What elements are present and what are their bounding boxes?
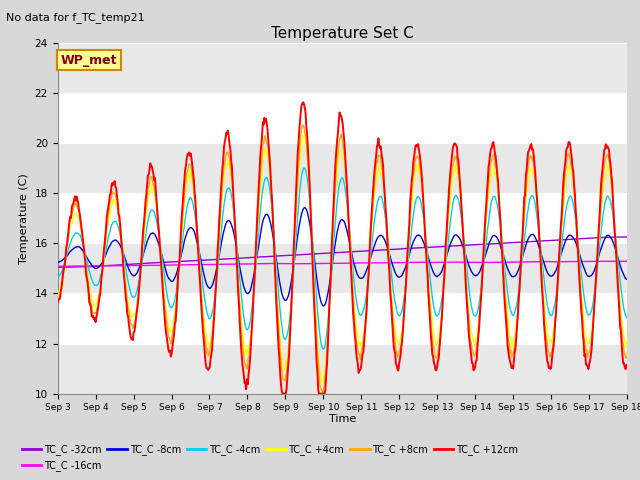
TC_C -8cm: [413, 232, 421, 238]
Bar: [58, 243, 627, 293]
TC_C -4cm: [623, 315, 631, 321]
TC_C -16cm: [54, 263, 61, 269]
TC_C +8cm: [64, 239, 72, 245]
X-axis label: Time: Time: [329, 414, 356, 424]
TC_C +8cm: [413, 153, 421, 159]
TC_C +12cm: [54, 300, 61, 306]
TC_C -32cm: [429, 244, 437, 250]
TC_C +4cm: [64, 239, 72, 244]
TC_C -4cm: [430, 304, 438, 310]
TC_C +4cm: [54, 291, 61, 297]
Line: TC_C -4cm: TC_C -4cm: [58, 168, 627, 349]
TC_C -8cm: [123, 260, 131, 266]
TC_C -32cm: [65, 264, 72, 270]
TC_C -32cm: [623, 234, 630, 240]
TC_C -32cm: [413, 245, 420, 251]
Text: No data for f_TC_temp21: No data for f_TC_temp21: [6, 12, 145, 23]
TC_C -32cm: [54, 264, 62, 270]
TC_C +8cm: [623, 351, 631, 357]
TC_C +4cm: [211, 301, 218, 307]
TC_C +12cm: [64, 233, 72, 239]
TC_C +8cm: [319, 391, 327, 396]
TC_C +8cm: [123, 293, 131, 299]
TC_C +12cm: [123, 300, 131, 306]
Bar: [58, 344, 627, 394]
TC_C +4cm: [318, 380, 326, 385]
TC_C -32cm: [54, 264, 61, 270]
TC_C -8cm: [430, 271, 438, 276]
Text: WP_met: WP_met: [60, 54, 117, 67]
Title: Temperature Set C: Temperature Set C: [271, 25, 414, 41]
TC_C +8cm: [300, 122, 307, 128]
TC_C +8cm: [180, 195, 188, 201]
TC_C +12cm: [211, 309, 218, 314]
Bar: [58, 43, 627, 93]
TC_C -8cm: [64, 252, 72, 258]
Line: TC_C -16cm: TC_C -16cm: [58, 261, 627, 266]
TC_C -8cm: [623, 276, 631, 282]
TC_C -16cm: [429, 260, 437, 265]
TC_C -32cm: [211, 257, 219, 263]
TC_C -16cm: [413, 259, 420, 265]
TC_C +12cm: [300, 99, 307, 105]
TC_C -8cm: [301, 205, 308, 211]
TC_C -4cm: [54, 273, 61, 279]
TC_C -8cm: [54, 260, 61, 265]
Line: TC_C +4cm: TC_C +4cm: [58, 135, 627, 383]
TC_C +4cm: [180, 202, 188, 208]
TC_C +8cm: [54, 296, 61, 302]
TC_C +12cm: [180, 177, 188, 183]
TC_C -16cm: [65, 263, 72, 269]
TC_C -16cm: [60, 264, 68, 269]
TC_C -4cm: [319, 346, 327, 352]
TC_C -4cm: [123, 270, 131, 276]
TC_C -16cm: [124, 263, 131, 268]
TC_C +4cm: [623, 337, 631, 343]
TC_C -32cm: [181, 258, 189, 264]
TC_C -32cm: [623, 234, 631, 240]
TC_C -4cm: [211, 297, 218, 302]
Line: TC_C -32cm: TC_C -32cm: [58, 237, 627, 267]
Y-axis label: Temperature (C): Temperature (C): [19, 173, 29, 264]
TC_C +4cm: [413, 161, 421, 167]
TC_C +12cm: [623, 363, 631, 369]
TC_C +12cm: [279, 391, 287, 396]
TC_C -16cm: [181, 262, 189, 268]
Bar: [58, 193, 627, 243]
TC_C +8cm: [430, 344, 438, 350]
Legend: TC_C -32cm, TC_C -16cm, TC_C -8cm, TC_C -4cm, TC_C +4cm, TC_C +8cm, TC_C +12cm: TC_C -32cm, TC_C -16cm, TC_C -8cm, TC_C …: [18, 441, 522, 475]
TC_C -8cm: [320, 303, 328, 309]
TC_C -4cm: [300, 165, 308, 171]
TC_C +4cm: [123, 285, 131, 291]
Line: TC_C -8cm: TC_C -8cm: [58, 208, 627, 306]
TC_C +12cm: [430, 360, 438, 365]
TC_C -4cm: [413, 194, 421, 200]
TC_C -16cm: [623, 258, 631, 264]
TC_C -8cm: [211, 276, 218, 281]
TC_C -32cm: [124, 262, 131, 267]
TC_C +4cm: [298, 132, 306, 138]
Bar: [58, 293, 627, 344]
TC_C -4cm: [180, 223, 188, 228]
Line: TC_C +8cm: TC_C +8cm: [58, 125, 627, 394]
Line: TC_C +12cm: TC_C +12cm: [58, 102, 627, 394]
TC_C +12cm: [413, 144, 421, 149]
Bar: [58, 144, 627, 193]
TC_C -8cm: [180, 239, 188, 244]
TC_C +4cm: [430, 332, 438, 338]
TC_C -4cm: [64, 247, 72, 253]
TC_C +8cm: [211, 308, 218, 313]
TC_C -16cm: [211, 262, 219, 267]
Bar: [58, 93, 627, 144]
